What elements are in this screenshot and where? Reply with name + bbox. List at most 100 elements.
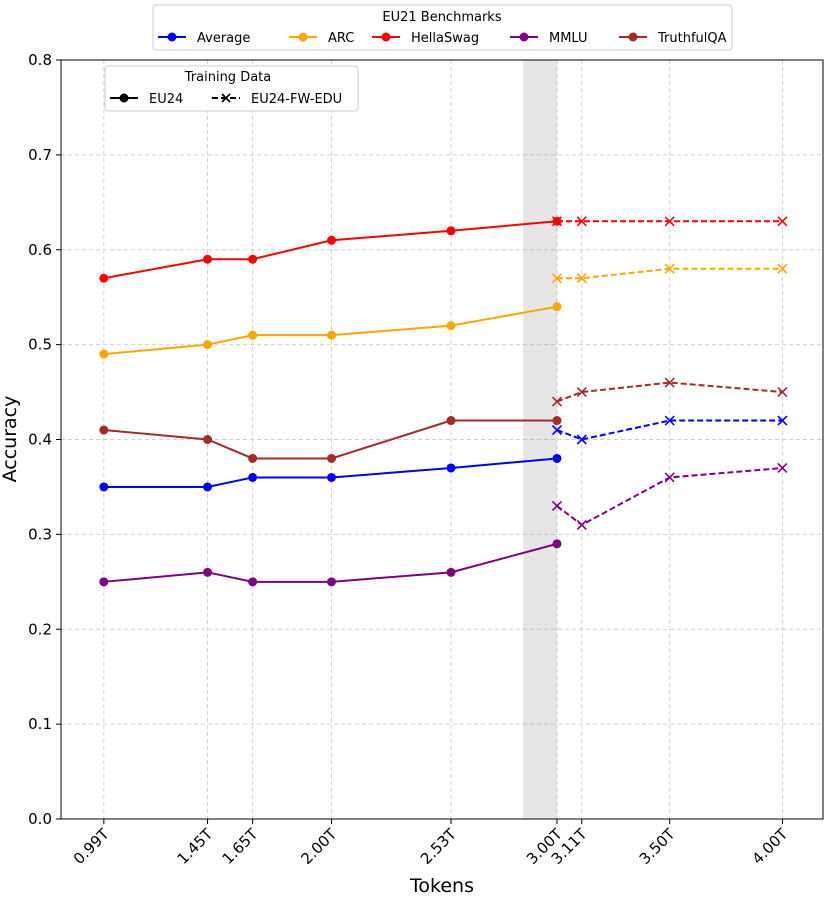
data-point-eu24-fw-edu [551, 500, 563, 511]
series-line-eu24-fw-edu [556, 466, 783, 527]
y-tick-label: 0.3 [28, 525, 52, 543]
training-legend-title: Training Data [184, 70, 271, 85]
data-point-eu24-fw-edu [777, 462, 788, 474]
data-point-eu24-fw-edu [551, 216, 563, 227]
legend-marker [167, 32, 177, 42]
benchmark-legend-entry-arc: ARC [289, 31, 354, 46]
data-point-eu24 [446, 463, 456, 473]
data-point-eu24 [327, 472, 337, 482]
training-legend-entry-eu24: EU24 [110, 92, 183, 107]
data-point-eu24 [446, 321, 456, 331]
series-line-eu24 [103, 220, 558, 280]
y-tick-label: 0.1 [28, 715, 52, 733]
data-point-eu24 [446, 226, 456, 236]
data-point-eu24 [248, 472, 258, 482]
benchmark-legend-label: HellaSwag [411, 31, 479, 46]
training-legend-entry-eu24-fw-edu: EU24-FW-EDU [212, 92, 342, 107]
data-point-eu24 [99, 482, 109, 492]
data-point-eu24-fw-edu [576, 273, 587, 284]
data-point-eu24 [248, 577, 258, 587]
data-point-eu24-fw-edu [664, 216, 675, 227]
data-point-eu24-fw-edu [777, 386, 788, 398]
series-line-eu24-fw-edu [556, 419, 783, 441]
series-line-eu24 [103, 542, 558, 583]
data-point-eu24-fw-edu [777, 415, 788, 426]
shaded-band [523, 60, 557, 819]
benchmark-legend-label: Average [197, 31, 250, 46]
y-tick-label: 0.0 [28, 810, 52, 828]
data-point-eu24-fw-edu [576, 434, 587, 445]
series-line-eu24-fw-edu [556, 267, 783, 280]
data-point-eu24 [99, 577, 109, 587]
training-legend-label-eu24-fw-edu: EU24-FW-EDU [251, 92, 342, 107]
series-line-eu24 [103, 457, 558, 488]
data-point-eu24 [327, 330, 337, 340]
data-point-eu24 [203, 254, 213, 264]
legend-marker [519, 32, 529, 42]
data-point-eu24 [327, 577, 337, 587]
data-point-eu24-fw-edu [576, 216, 587, 227]
data-point-eu24 [552, 416, 562, 426]
benchmark-legend-title: EU21 Benchmarks [382, 10, 501, 25]
series-line-eu24-fw-edu [556, 381, 783, 403]
data-point-eu24 [552, 453, 562, 463]
y-tick-label: 0.2 [28, 620, 52, 638]
data-point-eu24-fw-edu [576, 386, 587, 398]
benchmark-legend-entries: Average ARC HellaSwag MMLU TruthfulQA [158, 31, 727, 46]
series-line-eu24 [103, 419, 557, 460]
data-point-eu24 [203, 435, 213, 444]
data-point-eu24-fw-edu [664, 263, 675, 274]
y-axis-label: Accuracy [0, 396, 21, 483]
y-tick-label: 0.6 [28, 241, 52, 259]
series-hellaswag [99, 216, 788, 283]
data-point-eu24 [248, 330, 258, 340]
data-point-eu24 [99, 425, 109, 435]
data-point-eu24-fw-edu [551, 273, 563, 284]
series-truthfulqa [99, 377, 788, 463]
benchmark-legend-label: TruthfulQA [657, 31, 727, 46]
y-axis-ticks: 0.0 0.1 0.2 0.3 0.4 0.5 0.6 0.7 0.8 [28, 51, 61, 828]
series-line-eu24 [103, 305, 558, 356]
legend-circle-marker [119, 93, 129, 103]
data-point-eu24 [203, 340, 213, 350]
benchmark-legend-box [152, 4, 733, 51]
benchmark-legend-entry-hellaswag: HellaSwag [372, 31, 479, 46]
data-point-eu24 [552, 302, 562, 312]
data-point-eu24 [248, 453, 258, 463]
y-tick-label: 0.5 [28, 336, 52, 354]
legend-marker [298, 32, 308, 42]
data-point-eu24 [203, 482, 213, 492]
data-point-eu24-fw-edu [576, 519, 587, 530]
data-point-eu24 [99, 349, 109, 359]
benchmark-legend-label: MMLU [549, 31, 588, 46]
y-tick-label: 0.7 [28, 146, 52, 164]
data-point-eu24 [327, 453, 337, 463]
legend-marker [628, 32, 638, 42]
data-point-eu24-fw-edu [777, 263, 788, 274]
benchmark-legend-entry-average: Average [158, 31, 250, 46]
series-mmlu [99, 462, 788, 587]
series-average [99, 415, 788, 492]
benchmark-legend: EU21 Benchmarks Average ARC HellaSwag MMLU T… [152, 4, 733, 51]
legend-marker [381, 32, 391, 42]
benchmark-legend-entry-truthfulqa: TruthfulQA [619, 31, 727, 46]
training-legend-label-eu24: EU24 [149, 92, 183, 107]
series-lines [99, 216, 788, 587]
y-tick-label: 0.8 [28, 51, 52, 69]
data-point-eu24 [446, 567, 456, 577]
legend-x-marker [221, 93, 231, 103]
training-legend-box [104, 65, 359, 112]
benchmark-legend-label: ARC [328, 31, 354, 46]
data-point-eu24-fw-edu [664, 415, 675, 426]
x-axis-label: Tokens [409, 875, 474, 897]
data-point-eu24 [248, 254, 258, 264]
data-point-eu24 [446, 416, 456, 426]
data-point-eu24-fw-edu [664, 472, 675, 483]
benchmark-legend-entry-mmlu: MMLU [510, 31, 588, 46]
data-point-eu24-fw-edu [551, 396, 563, 407]
data-point-eu24-fw-edu [777, 216, 788, 227]
data-point-eu24 [99, 273, 109, 283]
data-point-eu24 [203, 567, 213, 577]
